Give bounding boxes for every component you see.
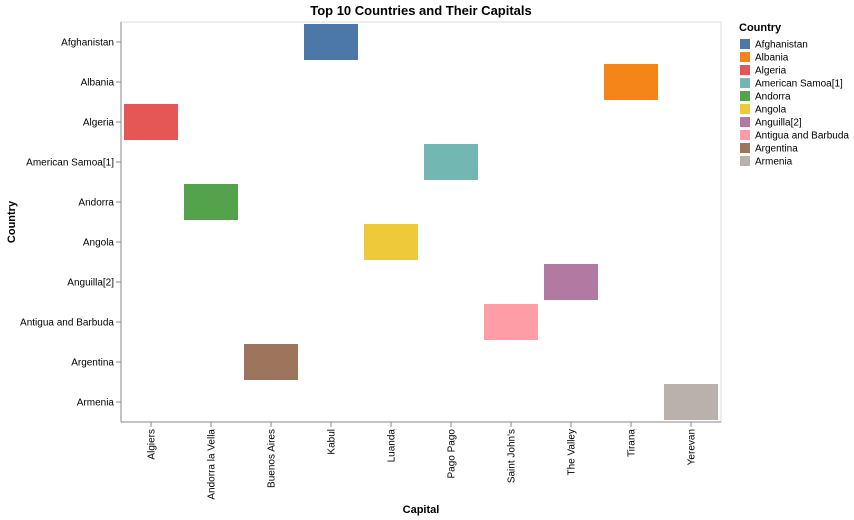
x-tick-label: Andorra la Vella [207,429,218,500]
x-tick-label: Buenos Aires [267,429,278,488]
cell-american-samoa-1 [424,144,478,180]
y-tick-label: Armenia [77,398,115,409]
y-tick-label: Argentina [71,358,114,369]
y-tick-label: Anguilla[2] [67,278,114,289]
x-tick-label: Algiers [147,429,158,460]
legend-label: Angola [755,105,787,116]
legend-label: Argentina [755,144,798,155]
legend-label: American Samoa[1] [755,79,843,90]
y-tick-label: Andorra [78,198,114,209]
legend-swatch [740,104,750,114]
legend: Country Afghanistan Albania Algeria America… [739,22,849,168]
y-tick-label: American Samoa[1] [26,158,114,169]
y-axis-title: Country [6,200,18,243]
legend-swatch [740,91,750,101]
legend-label: Afghanistan [755,40,808,51]
legend-title: Country [739,22,782,34]
legend-swatch [740,143,750,153]
x-axis: Algiers Andorra la Vella Buenos Aires Kabul… [121,421,721,500]
legend-label: Anguilla[2] [755,118,802,129]
legend-label: Armenia [755,157,793,168]
cell-albania [604,64,658,100]
legend-swatch [740,130,750,140]
legend-label: Algeria [755,66,787,77]
x-tick-label: Kabul [327,429,338,455]
cell-afghanistan [304,24,358,60]
cell-anguilla-2 [544,264,598,300]
cell-andorra [184,184,238,220]
chart-title: Top 10 Countries and Their Capitals [310,3,532,18]
y-tick-label: Angola [83,238,115,249]
legend-swatch [740,65,750,75]
legend-label: Albania [755,53,789,64]
cell-algeria [124,104,178,140]
legend-swatch [740,117,750,127]
cell-armenia [664,384,718,420]
x-tick-label: Tirana [627,429,638,457]
y-tick-label: Albania [81,78,115,89]
y-tick-label: Algeria [83,118,115,129]
cell-antigua-and-barbuda [484,304,538,340]
x-axis-title: Capital [403,504,440,516]
legend-swatch [740,39,750,49]
y-tick-label: Antigua and Barbuda [20,318,114,329]
x-tick-label: Pago Pago [447,429,458,479]
legend-label: Antigua and Barbuda [755,131,849,142]
legend-label: Andorra [755,92,791,103]
x-tick-label: Yerevan [687,429,698,465]
x-tick-label: The Valley [567,429,578,476]
legend-swatch [740,156,750,166]
legend-swatch [740,52,750,62]
marks-layer [124,24,718,420]
cell-angola [364,224,418,260]
y-tick-label: Afghanistan [61,38,114,49]
x-tick-label: Saint John's [507,429,518,483]
x-tick-label: Luanda [387,429,398,463]
legend-swatch [740,78,750,88]
y-axis: Afghanistan Albania Algeria American Samoa[… [20,22,122,422]
cell-argentina [244,344,298,380]
